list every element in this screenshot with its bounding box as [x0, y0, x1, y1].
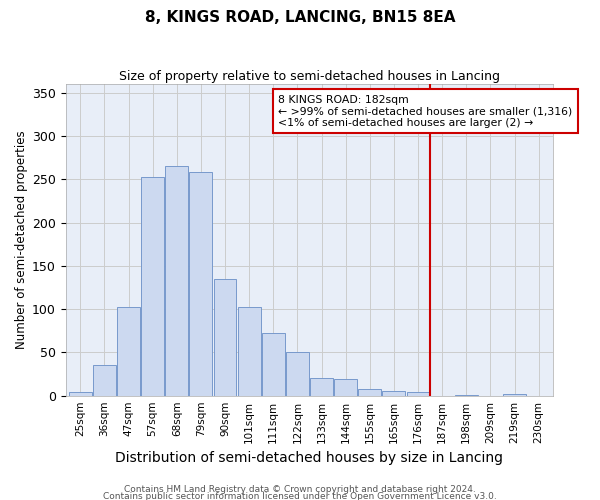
Bar	[407, 392, 430, 396]
Bar	[141, 177, 164, 396]
Y-axis label: Number of semi-detached properties: Number of semi-detached properties	[15, 130, 28, 349]
Bar	[214, 279, 236, 396]
Text: 8 KINGS ROAD: 182sqm
← >99% of semi-detached houses are smaller (1,316)
<1% of s: 8 KINGS ROAD: 182sqm ← >99% of semi-deta…	[278, 94, 572, 128]
Bar	[358, 389, 381, 396]
Bar	[334, 379, 357, 396]
Bar	[455, 395, 478, 396]
Bar	[286, 352, 309, 396]
Bar	[238, 306, 260, 396]
Bar	[117, 306, 140, 396]
Text: Contains HM Land Registry data © Crown copyright and database right 2024.: Contains HM Land Registry data © Crown c…	[124, 486, 476, 494]
Bar	[262, 332, 285, 396]
Text: Contains public sector information licensed under the Open Government Licence v3: Contains public sector information licen…	[103, 492, 497, 500]
Bar	[93, 364, 116, 396]
Bar	[503, 394, 526, 396]
Bar	[382, 392, 406, 396]
Bar	[165, 166, 188, 396]
Bar	[190, 172, 212, 396]
Title: Size of property relative to semi-detached houses in Lancing: Size of property relative to semi-detach…	[119, 70, 500, 83]
Text: 8, KINGS ROAD, LANCING, BN15 8EA: 8, KINGS ROAD, LANCING, BN15 8EA	[145, 10, 455, 25]
Bar	[310, 378, 333, 396]
Bar	[69, 392, 92, 396]
X-axis label: Distribution of semi-detached houses by size in Lancing: Distribution of semi-detached houses by …	[115, 451, 503, 465]
